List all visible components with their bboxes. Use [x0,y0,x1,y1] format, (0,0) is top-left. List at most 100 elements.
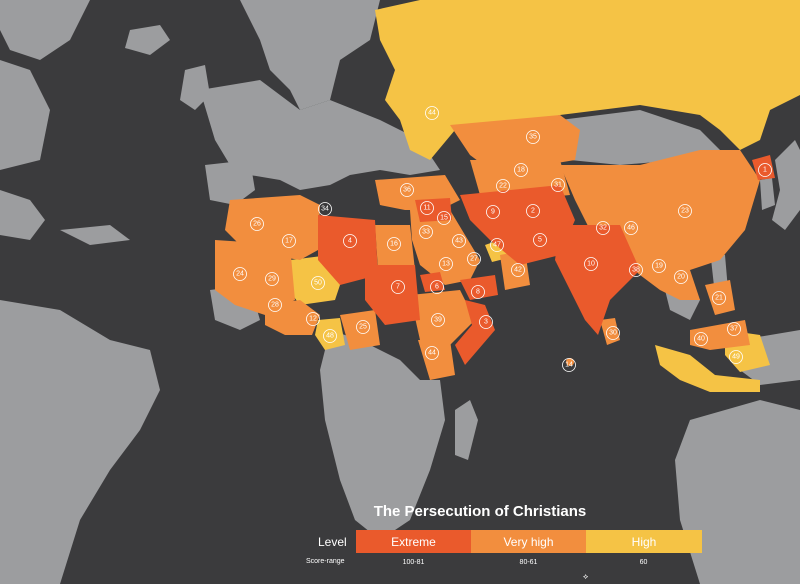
svg-text:37: 37 [730,326,738,333]
svg-text:36: 36 [403,187,411,194]
svg-text:50: 50 [314,280,322,287]
svg-text:7: 7 [396,284,400,291]
legend-level-label: Level [318,535,347,549]
svg-text:5: 5 [538,237,542,244]
svg-text:34: 34 [321,206,329,213]
svg-text:13: 13 [442,261,450,268]
marker-mauritania[interactable]: 24 [233,267,247,281]
marker-yemen[interactable]: 8 [471,285,485,299]
legend-extreme-label: Extreme [391,534,436,549]
marker-laos[interactable]: 19 [652,259,666,273]
svg-text:46: 46 [627,225,635,232]
legend-range-extreme: 100-81 [402,559,425,566]
svg-text:38: 38 [632,267,640,274]
marker-egypt[interactable]: 16 [387,237,401,251]
marker-qatar[interactable]: 27 [467,252,481,266]
marker-uae[interactable]: 47 [490,238,504,252]
svg-text:12: 12 [309,316,317,323]
marker-algeria[interactable]: 17 [282,234,296,248]
svg-text:26: 26 [253,221,261,228]
svg-text:25: 25 [359,324,367,331]
marker-tajikistan[interactable]: 31 [551,178,565,192]
marker-13[interactable]: 13 [439,257,453,271]
marker-russia[interactable]: 44 [425,106,439,120]
svg-text:42: 42 [514,267,522,274]
svg-text:44: 44 [428,350,436,357]
marker-sri-lanka[interactable]: 30 [606,326,620,340]
marker-kazakhstan[interactable]: 35 [526,130,540,144]
marker-saudi-arabia[interactable]: 43 [452,234,466,248]
marker-nepal[interactable]: 32 [596,221,610,235]
marker-mali[interactable]: 29 [265,272,279,286]
svg-text:23: 23 [681,208,689,215]
legend-score-range-label: Score-range [306,558,345,565]
svg-text:3: 3 [484,319,488,326]
marker-china[interactable]: 23 [678,204,692,218]
marker-central-african-republic[interactable]: 25 [356,320,370,334]
marker-philippines[interactable]: 21 [712,291,726,305]
svg-text:1: 1 [763,167,767,174]
marker-myanmar[interactable]: 38 [629,263,643,277]
marker-turkmenistan[interactable]: 22 [496,179,510,193]
marker-pakistan[interactable]: 5 [533,233,547,247]
svg-text:35: 35 [529,134,537,141]
marker-uzbekistan[interactable]: 18 [514,163,528,177]
marker-burkina-faso[interactable]: 28 [268,298,282,312]
marker-libya[interactable]: 4 [343,234,357,248]
svg-text:40: 40 [697,336,705,343]
marker-cameroon[interactable]: 48 [323,329,337,343]
marker-iran[interactable]: 9 [486,205,500,219]
marker-nigeria[interactable]: 12 [306,312,320,326]
marker-kenya[interactable]: 44 [425,346,439,360]
svg-text:47: 47 [493,242,501,249]
marker-malaysia[interactable]: 40 [694,332,708,346]
marker-eritrea[interactable]: 6 [430,280,444,294]
legend-range-high: 60 [639,559,648,566]
marker-brunei[interactable]: 37 [727,322,741,336]
svg-text:43: 43 [455,238,463,245]
svg-text:8: 8 [476,289,480,296]
svg-text:49: 49 [732,354,740,361]
marker-ethiopia[interactable]: 39 [431,313,445,327]
svg-text:39: 39 [434,317,442,324]
marker-sudan[interactable]: 7 [391,280,405,294]
marker-india[interactable]: 10 [584,257,598,271]
svg-text:28: 28 [271,302,279,309]
marker-indonesia[interactable]: 49 [729,350,743,364]
marker-afghanistan[interactable]: 2 [526,204,540,218]
svg-text:17: 17 [285,238,293,245]
svg-text:29: 29 [268,276,276,283]
svg-text:14: 14 [565,362,573,369]
svg-text:31: 31 [554,182,562,189]
marker-somalia[interactable]: 3 [479,315,493,329]
marker-north-korea[interactable]: 1 [758,163,772,177]
svg-text:9: 9 [491,209,495,216]
legend-range-very-high: 80-61 [519,559,538,566]
compass-icon: ⟡ [583,572,589,581]
svg-text:20: 20 [677,274,685,281]
svg-text:30: 30 [609,330,617,337]
marker-turkey[interactable]: 36 [400,183,414,197]
svg-text:16: 16 [390,241,398,248]
rank-markers: 1 2 3 4 5 6 7 8 9 10 11 12 13 14 15 16 1… [233,106,772,372]
marker-bhutan[interactable]: 46 [624,221,638,235]
svg-text:15: 15 [440,215,448,222]
legend-very-high: Very high [471,530,586,553]
marker-syria[interactable]: 11 [420,201,434,215]
legend-high-label: High [631,534,657,549]
marker-iraq[interactable]: 15 [437,211,451,225]
svg-text:44: 44 [428,110,436,117]
marker-morocco[interactable]: 26 [250,217,264,231]
marker-niger[interactable]: 50 [311,276,325,290]
marker-vietnam[interactable]: 20 [674,270,688,284]
svg-text:21: 21 [715,295,723,302]
marker-maldives[interactable]: 14 [562,358,576,372]
marker-jordan[interactable]: 33 [419,225,433,239]
marker-oman[interactable]: 42 [511,263,525,277]
svg-text:27: 27 [470,256,478,263]
legend-very-high-label: Very high [503,534,554,549]
marker-tunisia[interactable]: 34 [318,202,332,216]
high-level-regions [285,0,800,392]
